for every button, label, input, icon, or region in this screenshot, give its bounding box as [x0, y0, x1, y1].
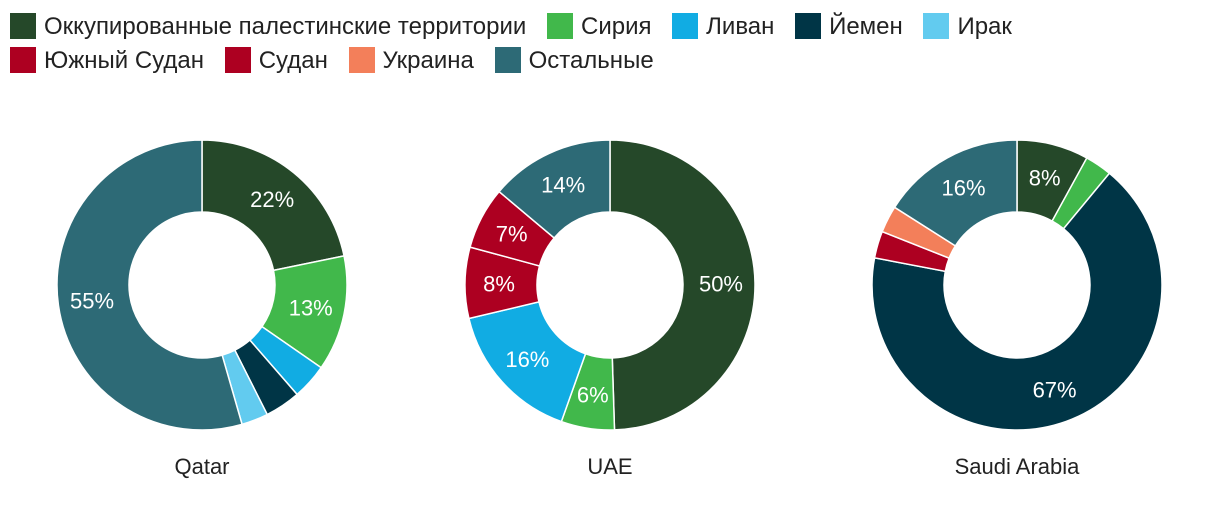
- legend-swatch: [224, 47, 251, 73]
- legend-item: Оккупированные палестинские территории: [10, 10, 526, 44]
- slice-label: 67%: [1033, 377, 1077, 402]
- slice-label: 14%: [541, 172, 585, 197]
- slice-label: 16%: [505, 347, 549, 372]
- chart-title: Qatar: [174, 454, 229, 479]
- slice-label: 7%: [496, 222, 528, 247]
- legend-label: Сирия: [580, 13, 652, 40]
- legend-label: Ирак: [957, 13, 1012, 40]
- legend-label: Остальные: [528, 47, 654, 74]
- slice-label: 50%: [699, 271, 743, 296]
- legend-label: Судан: [258, 47, 328, 74]
- slice-label: 16%: [942, 176, 986, 201]
- legend-swatch: [10, 47, 36, 73]
- chart-title: Saudi Arabia: [955, 454, 1081, 479]
- slice-label: 13%: [289, 295, 333, 320]
- legend-item: Ирак: [923, 10, 1012, 44]
- legend-swatch: [10, 13, 36, 39]
- donut-slice: [871, 172, 1163, 431]
- legend-label: Ливан: [706, 13, 775, 40]
- legend-item: Судан: [224, 44, 328, 78]
- legend-item: Украина: [348, 44, 474, 78]
- donut-slice: [893, 139, 1018, 247]
- slice-label: 55%: [70, 288, 114, 313]
- donut-slice: [201, 139, 345, 272]
- legend-item: Южный Судан: [10, 44, 204, 78]
- legend: Оккупированные палестинские территории С…: [10, 10, 1210, 78]
- legend-label: Украина: [382, 47, 474, 74]
- legend-item: Йемен: [795, 10, 903, 44]
- legend-item: Сирия: [546, 10, 652, 44]
- legend-label: Южный Судан: [44, 47, 205, 74]
- legend-item: Остальные: [494, 44, 654, 78]
- donut-slice: [56, 139, 243, 431]
- slice-label: 8%: [483, 271, 515, 296]
- donut-slice: [498, 139, 611, 240]
- legend-item: Ливан: [672, 10, 774, 44]
- legend-label: Оккупированные палестинские территории: [44, 13, 527, 40]
- slice-label: 8%: [1029, 165, 1061, 190]
- legend-swatch: [348, 47, 375, 73]
- legend-swatch: [494, 47, 521, 73]
- slice-label: 22%: [250, 187, 294, 212]
- legend-swatch: [923, 13, 950, 39]
- legend-swatch: [672, 13, 699, 39]
- legend-swatch: [546, 13, 573, 39]
- chart-title: UAE: [587, 454, 632, 479]
- slice-label: 6%: [577, 383, 609, 408]
- legend-label: Йемен: [829, 13, 903, 40]
- donut-slice: [609, 139, 756, 431]
- legend-swatch: [795, 13, 822, 39]
